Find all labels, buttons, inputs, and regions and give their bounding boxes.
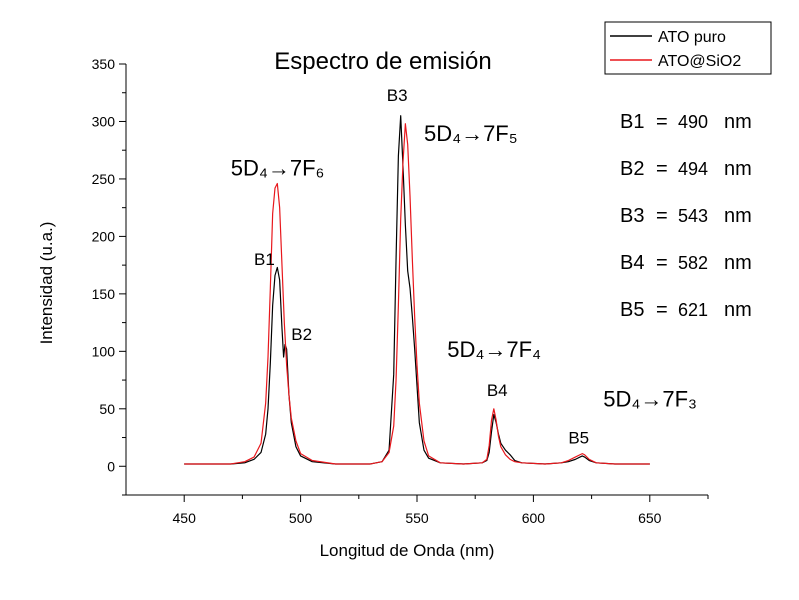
equals-sign: = — [656, 299, 668, 321]
band-position-unit: nm — [724, 205, 752, 227]
y-tick-label: 0 — [107, 458, 115, 474]
equals-sign: = — [656, 111, 668, 133]
x-tick-label: 550 — [405, 510, 429, 526]
y-axis-label: Intensidad (u.a.) — [37, 222, 56, 345]
transition-label: 5D₄→7F₄ — [447, 337, 541, 362]
x-axis-label: Longitud de Onda (nm) — [320, 541, 495, 560]
band-position-row: B4 = 582 nm — [620, 252, 752, 274]
band-position-list: B1 = 490 nm B2 = 494 nm B3 = 543 nm B4 = 582 nm B5 = 621 nm — [620, 111, 752, 321]
transition-label: 5D₄→7F₃ — [603, 387, 697, 412]
band-position-row: B5 = 621 nm — [620, 299, 752, 321]
legend-entry: ATO@SiO2 — [658, 53, 741, 70]
transition-label: 5D₄→7F₅ — [424, 121, 518, 146]
band-position-row: B1 = 490 nm — [620, 111, 752, 133]
band-position-unit: nm — [724, 158, 752, 180]
band-position-row: B3 = 543 nm — [620, 205, 752, 227]
band-position-label: B2 — [620, 158, 644, 180]
band-position-value: 494 — [678, 159, 708, 179]
y-tick-label: 300 — [92, 113, 116, 129]
band-position-label: B1 — [620, 111, 644, 133]
band-position-row: B2 = 494 nm — [620, 158, 752, 180]
band-label-b2: B2 — [291, 325, 312, 344]
y-tick-label: 100 — [92, 343, 116, 359]
x-tick-label: 600 — [522, 510, 546, 526]
equals-sign: = — [656, 205, 668, 227]
legend-entry: ATO puro — [658, 29, 726, 46]
series-layer — [184, 115, 650, 465]
band-label-b1: B1 — [254, 250, 275, 269]
band-label-b4: B4 — [487, 381, 508, 400]
band-position-value: 582 — [678, 253, 708, 273]
transition-label: 5D₄→7F₆ — [231, 155, 325, 180]
band-position-label: B5 — [620, 299, 644, 321]
y-tick-label: 350 — [92, 56, 116, 72]
x-tick-label: 500 — [289, 510, 313, 526]
y-tick-label: 150 — [92, 286, 116, 302]
band-position-value: 621 — [678, 300, 708, 320]
series-line-ato-sio2 — [184, 123, 650, 465]
band-position-unit: nm — [724, 252, 752, 274]
x-axis-ticks: 450 500 550 600 650 — [173, 495, 709, 526]
equals-sign: = — [656, 252, 668, 274]
annotations: B1 B2 B3 B4 B5 5D₄→7F₆ 5D₄→7F₅ 5D₄→7F₄ 5D₄→7F₃ — [231, 86, 697, 448]
band-label-b5: B5 — [568, 428, 589, 447]
legend: ATO puro ATO@SiO2 — [604, 21, 772, 75]
y-tick-label: 200 — [92, 228, 116, 244]
y-axis-ticks: 0 50 100 150 200 250 300 350 — [92, 56, 126, 496]
y-tick-label: 50 — [99, 401, 115, 417]
x-tick-label: 650 — [638, 510, 662, 526]
band-position-value: 490 — [678, 112, 708, 132]
band-position-label: B3 — [620, 205, 644, 227]
band-label-b3: B3 — [387, 86, 408, 105]
chart-title: Espectro de emisión — [274, 48, 491, 75]
x-tick-label: 450 — [173, 510, 197, 526]
equals-sign: = — [656, 158, 668, 180]
band-position-unit: nm — [724, 111, 752, 133]
y-tick-label: 250 — [92, 171, 116, 187]
legend-box — [604, 21, 772, 75]
band-position-value: 543 — [678, 206, 708, 226]
band-position-label: B4 — [620, 252, 644, 274]
band-position-unit: nm — [724, 299, 752, 321]
